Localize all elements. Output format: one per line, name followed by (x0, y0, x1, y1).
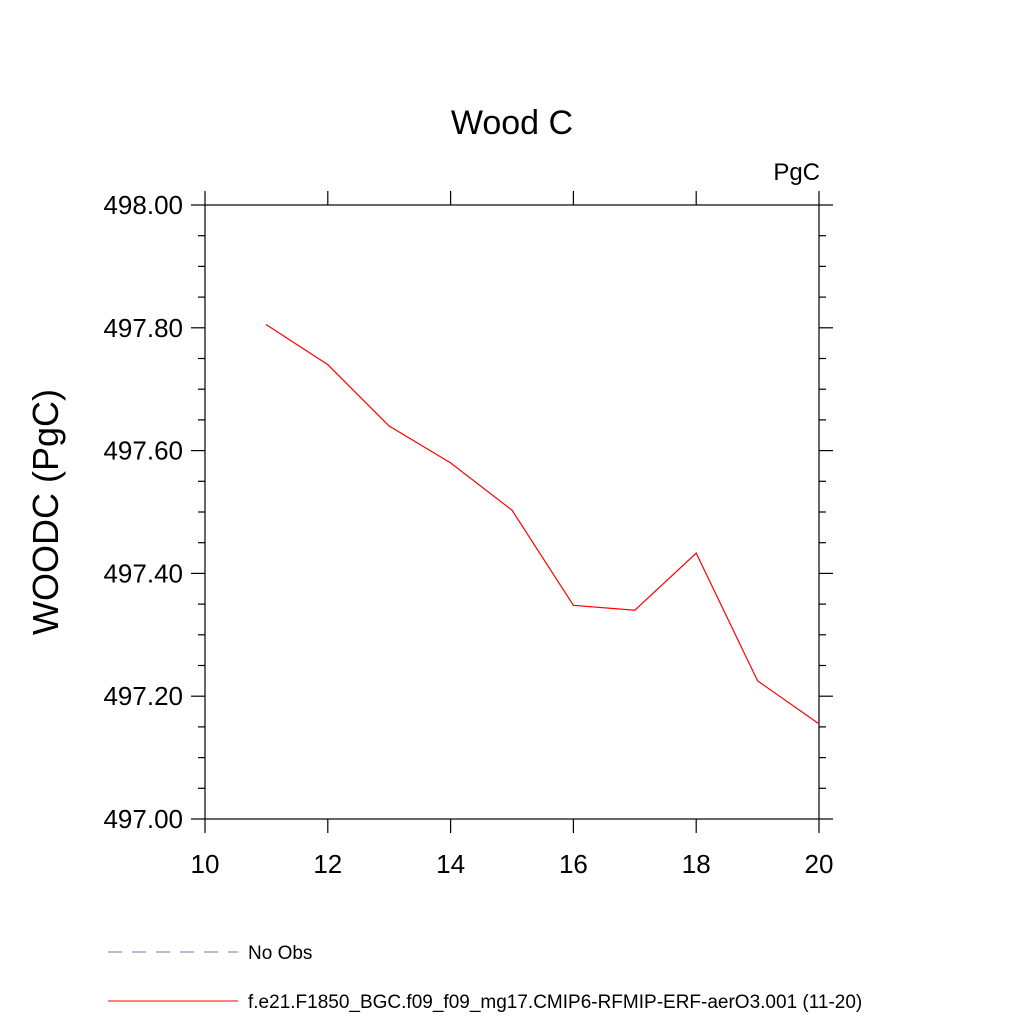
series-line (266, 324, 820, 725)
series-layer (265, 324, 820, 725)
x-tick-label: 20 (805, 849, 834, 879)
y-tick-label: 497.80 (103, 313, 183, 343)
x-tick-label: 16 (559, 849, 588, 879)
data-point (572, 604, 575, 606)
y-tick-label: 497.00 (103, 804, 183, 834)
legend-label: f.e21.F1850_BGC.f09_f09_mg17.CMIP6-RFMIP… (248, 992, 862, 1013)
data-point (634, 609, 636, 611)
x-tick-label: 14 (436, 849, 465, 879)
units-label: PgC (773, 159, 820, 186)
plot-frame (204, 204, 820, 820)
data-point (818, 723, 820, 725)
y-tick-label: 497.40 (103, 558, 183, 588)
y-axis-label: WOODC (PgC) (25, 389, 66, 635)
legend: No Obs f.e21.F1850_BGC.f09_f09_mg17.CMIP6… (108, 943, 862, 1013)
y-tick-label: 497.20 (103, 681, 183, 711)
chart-title: Wood C (451, 104, 573, 142)
x-tick-label: 12 (313, 849, 342, 879)
data-point (388, 425, 390, 427)
legend-label: No Obs (248, 943, 312, 964)
data-point (327, 364, 329, 366)
x-tick-label: 10 (191, 849, 220, 879)
axis-ticks: 10 12 14 16 18 20 497.00 497.20 497.40 497.60 497.… (103, 190, 833, 879)
data-point (511, 509, 513, 511)
data-point (265, 324, 267, 326)
data-point (757, 680, 759, 682)
data-point (450, 462, 452, 464)
data-point (695, 552, 697, 554)
x-tick-label: 18 (682, 849, 711, 879)
y-tick-label: 497.60 (103, 436, 183, 466)
y-tick-label: 498.00 (103, 190, 183, 220)
